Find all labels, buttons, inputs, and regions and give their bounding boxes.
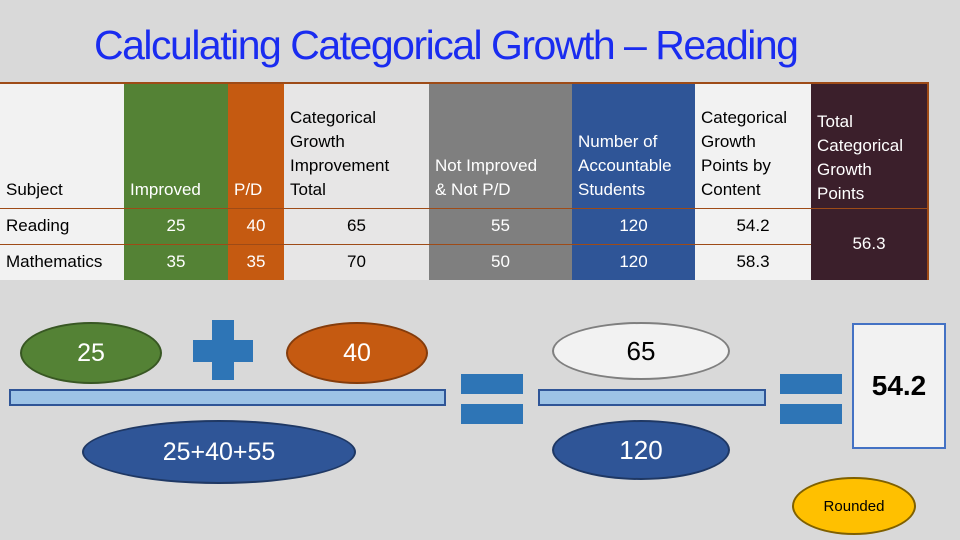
header-notimp-line: Not Improved [435,156,538,175]
table-cell: 40 [246,216,266,235]
improved-oval-value: 25 [77,338,105,367]
header-cgit-line: Growth [290,132,345,151]
header-total-line: Total [817,112,853,131]
header-pd-label: P/D [234,180,263,199]
table-cell: 50 [491,252,510,271]
header-cgp-line: Categorical [701,108,787,127]
header-cg-points-content: Categorical Growth Points by Content [695,84,811,208]
improved-oval: 25 [20,322,162,384]
header-num-line: Accountable [578,156,672,175]
denominator-value-oval: 120 [552,420,730,480]
header-cgit-line: Categorical [290,108,376,127]
header-cgp-line: Points by [701,156,771,175]
table-cell: 55 [491,216,510,235]
header-num-line: Number of [578,132,658,151]
row-divider [0,244,811,245]
header-accountable-students: Number of Accountable Students [572,84,695,208]
denominator-oval: 25+40+55 [82,420,356,484]
table-cell: Mathematics [6,252,103,271]
growth-table: Subject Improved P/D Categorical Growth … [0,82,929,280]
table-cell: Reading [6,216,70,235]
fraction-bar [538,389,766,406]
table-cell: 54.2 [736,216,770,235]
table-cell: 120 [619,252,648,271]
fraction-bar [9,389,446,406]
table-cell: 120 [619,216,648,235]
table-cell: 35 [246,252,266,271]
result-value: 54.2 [871,370,927,401]
header-improved: Improved [124,84,228,208]
equals-sign-icon [780,404,842,424]
header-total-cg-points: Total Categorical Growth Points [811,84,927,280]
equals-sign-icon [461,374,523,394]
header-cg-improvement-total: Categorical Growth Improvement Total [284,84,429,208]
header-cgp-line: Growth [701,132,756,151]
header-improved-label: Improved [130,180,201,199]
row-divider [0,208,927,209]
pd-oval-value: 40 [343,338,371,367]
total-points-value: 56.3 [852,234,886,253]
pd-oval: 40 [286,322,428,384]
header-cgit-line: Improvement [290,156,390,175]
header-cgit-line: Total [290,180,326,199]
header-not-improved: Not Improved & Not P/D [429,84,572,208]
table-cell: 70 [347,252,366,271]
denominator-value: 120 [619,434,663,465]
header-num-line: Students [578,180,646,199]
equals-sign-icon [780,374,842,394]
equals-sign-icon [461,404,523,424]
result-box: 54.2 [852,323,946,449]
header-subject-label: Subject [6,180,63,199]
header-total-line: Growth [817,160,872,179]
plus-sign-icon [193,340,253,362]
header-notimp-line: & Not P/D [435,180,511,199]
numerator-value: 65 [626,335,656,366]
table-cell: 35 [166,252,186,271]
numerator-oval: 65 [552,322,730,380]
header-total-line: Categorical [817,136,903,155]
table-cell: 65 [347,216,366,235]
table-cell: 25 [166,216,186,235]
rounded-label: Rounded [823,497,885,515]
header-cgp-line: Content [701,180,761,199]
header-total-line: Points [817,184,865,203]
header-pd: P/D [228,84,284,208]
page-title: Calculating Categorical Growth – Reading [94,22,799,68]
denominator-expression: 25+40+55 [162,437,276,466]
header-subject: Subject [0,84,124,208]
table-cell: 58.3 [736,252,770,271]
rounded-badge: Rounded [792,477,916,535]
